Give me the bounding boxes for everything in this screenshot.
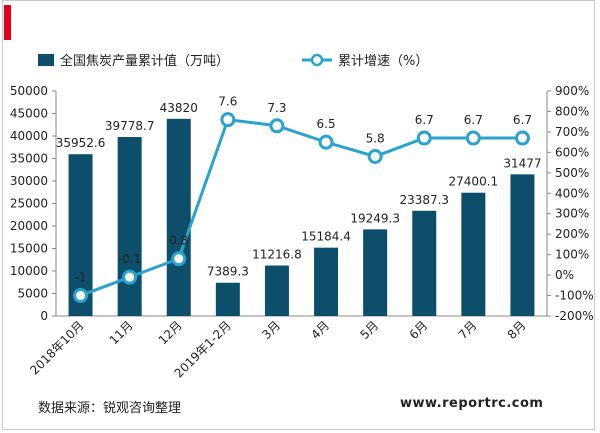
x-tick-label: 5月 (357, 318, 381, 342)
line-data-label: 6.7 (513, 113, 532, 127)
line-point (122, 269, 138, 285)
bar-data-label: 7389.3 (207, 265, 249, 279)
x-tick-label: 2018年10月 (27, 318, 86, 377)
legend-label-line: 累计增速（%） (338, 54, 428, 69)
y-right-tick-label: 200% (555, 227, 589, 241)
line-data-label: 7.3 (267, 101, 286, 115)
y-left-tick-label: 35000 (10, 152, 48, 166)
bar-data-label: 23387.3 (399, 193, 449, 207)
bar (215, 282, 240, 316)
bar (117, 136, 142, 316)
x-tick-label: 7月 (456, 318, 480, 342)
x-tick-label: 6月 (407, 318, 431, 342)
y-right-tick-label: 500% (555, 166, 589, 180)
website-label: www.reportrc.com (400, 396, 544, 411)
line-point (171, 251, 187, 267)
y-left-tick-label: 40000 (10, 129, 48, 143)
bar-data-label: 15184.4 (301, 230, 351, 244)
accent-bar (4, 5, 11, 40)
y-right-tick-label: 100% (555, 248, 589, 262)
bar (314, 247, 339, 316)
x-tick-label: 12月 (156, 318, 185, 347)
bar (461, 192, 486, 316)
y-left-tick-label: 15000 (10, 242, 48, 256)
x-tick-label: 4月 (308, 318, 332, 342)
source-note: 数据来源：锐观咨询整理 (38, 401, 182, 416)
bar-data-label: 35952.6 (56, 136, 106, 150)
y-right-tick-label: 0% (555, 268, 574, 282)
line-series: -1 -0.1 0.8 7.6 7.3 6.5 5.8 6.7 6.7 6.7 (73, 95, 532, 304)
y-left-tick-label: 20000 (10, 219, 48, 233)
bar (363, 229, 388, 316)
y-left-tick-label: 5000 (17, 287, 48, 301)
x-tick-label: 8月 (505, 318, 529, 342)
y-right-tick-label: 400% (555, 186, 589, 200)
y-left-tick-label: 25000 (10, 197, 48, 211)
line-data-label: 6.7 (415, 113, 434, 127)
line-point (465, 130, 481, 146)
y-left-tick-label: 10000 (10, 264, 48, 278)
bar-data-label: 43820 (160, 101, 198, 115)
line-data-label: 5.8 (366, 131, 385, 145)
line-data-label: 0.8 (169, 234, 188, 248)
x-tick-label: 11月 (107, 318, 136, 347)
line-point (318, 134, 334, 150)
y-right-tick-label: 600% (555, 145, 589, 159)
y-right-tick-label: -200% (555, 309, 594, 323)
line-data-label: -1 (75, 271, 87, 285)
bar-data-label: 19249.3 (350, 211, 400, 225)
bar-data-label: 39778.7 (105, 119, 155, 133)
bar-data-label: 27400.1 (449, 175, 499, 189)
y-left-tick-label: 0 (40, 309, 48, 323)
y-right-tick-label: 700% (555, 125, 589, 139)
line-point (220, 112, 236, 128)
y-left-tick-label: 45000 (10, 107, 48, 121)
bar (510, 174, 535, 316)
y-left-tick-label: 50000 (10, 84, 48, 98)
y-right-tick-label: 900% (555, 84, 589, 98)
line-point (269, 118, 285, 134)
y-right-tick-label: 300% (555, 207, 589, 221)
bar (412, 210, 437, 316)
legend: 全国焦炭产量累计值（万吨） 累计增速（%） (38, 53, 428, 69)
y-left-tick-label: 30000 (10, 174, 48, 188)
line-data-label: 6.5 (317, 117, 336, 131)
y-right-tick-label: -100% (555, 289, 594, 303)
line-point (416, 130, 432, 146)
legend-swatch-marker (310, 53, 324, 67)
bar (264, 265, 289, 316)
bar (166, 118, 191, 316)
growth-line (80, 118, 523, 297)
legend-label-bar: 全国焦炭产量累计值（万吨） (60, 53, 229, 69)
line-point (367, 148, 383, 164)
bar-data-label: 11216.8 (252, 248, 302, 262)
y-right-tick-label: 800% (555, 104, 589, 118)
legend-swatch-bar (38, 54, 54, 66)
line-data-label: 6.7 (464, 113, 483, 127)
line-point (514, 130, 530, 146)
line-data-label: 7.6 (218, 95, 237, 109)
bar-data-label: 31477 (503, 156, 541, 170)
x-tick-label: 3月 (259, 318, 283, 342)
line-point (73, 288, 89, 304)
line-data-label: -0.1 (118, 252, 141, 266)
